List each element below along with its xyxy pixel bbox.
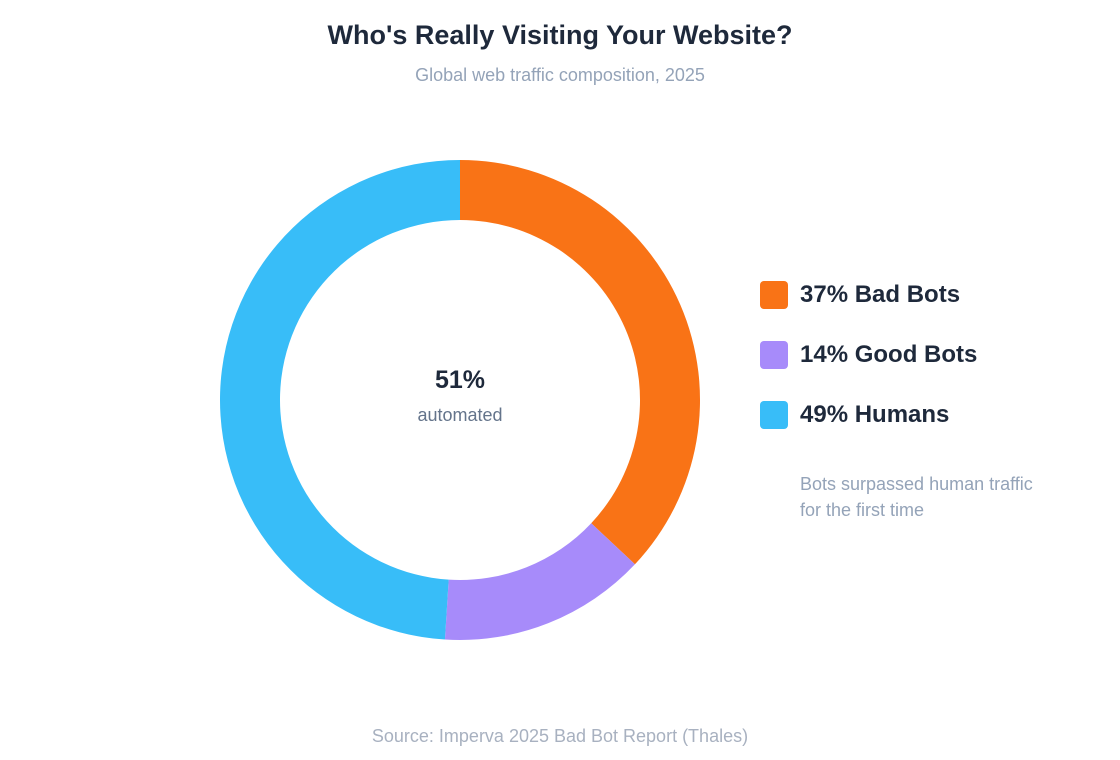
donut-slices xyxy=(219,160,700,640)
annotation-note: Bots surpassed human traffic for the fir… xyxy=(800,474,1033,520)
legend-item-bad-bots: 37% Bad Bots xyxy=(760,278,977,312)
center-value: 51% xyxy=(434,366,486,394)
chart-title: Who's Really Visiting Your Website? xyxy=(327,20,793,50)
donut-slice-good-bots xyxy=(444,523,635,640)
legend-label-good-bots: 14% Good Bots xyxy=(800,341,978,368)
legend-label-bad-bots: 37% Bad Bots xyxy=(800,281,961,308)
donut-slice-bad-bots xyxy=(460,160,700,565)
donut-slice-humans xyxy=(219,160,460,640)
chart-subtitle: Global web traffic composition, 2025 xyxy=(415,65,705,85)
legend-label-humans: 49% Humans xyxy=(800,401,950,428)
legend: 37% Bad Bots 14% Good Bots 49% Humans xyxy=(760,278,977,458)
source-note: Source: Imperva 2025 Bad Bot Report (Tha… xyxy=(371,726,749,746)
center-label: automated xyxy=(417,405,503,425)
legend-swatch-good-bots xyxy=(760,341,788,369)
legend-item-good-bots: 14% Good Bots xyxy=(760,338,977,372)
legend-item-humans: 49% Humans xyxy=(760,398,977,432)
legend-swatch-bad-bots xyxy=(760,281,788,309)
legend-swatch-humans xyxy=(760,401,788,429)
